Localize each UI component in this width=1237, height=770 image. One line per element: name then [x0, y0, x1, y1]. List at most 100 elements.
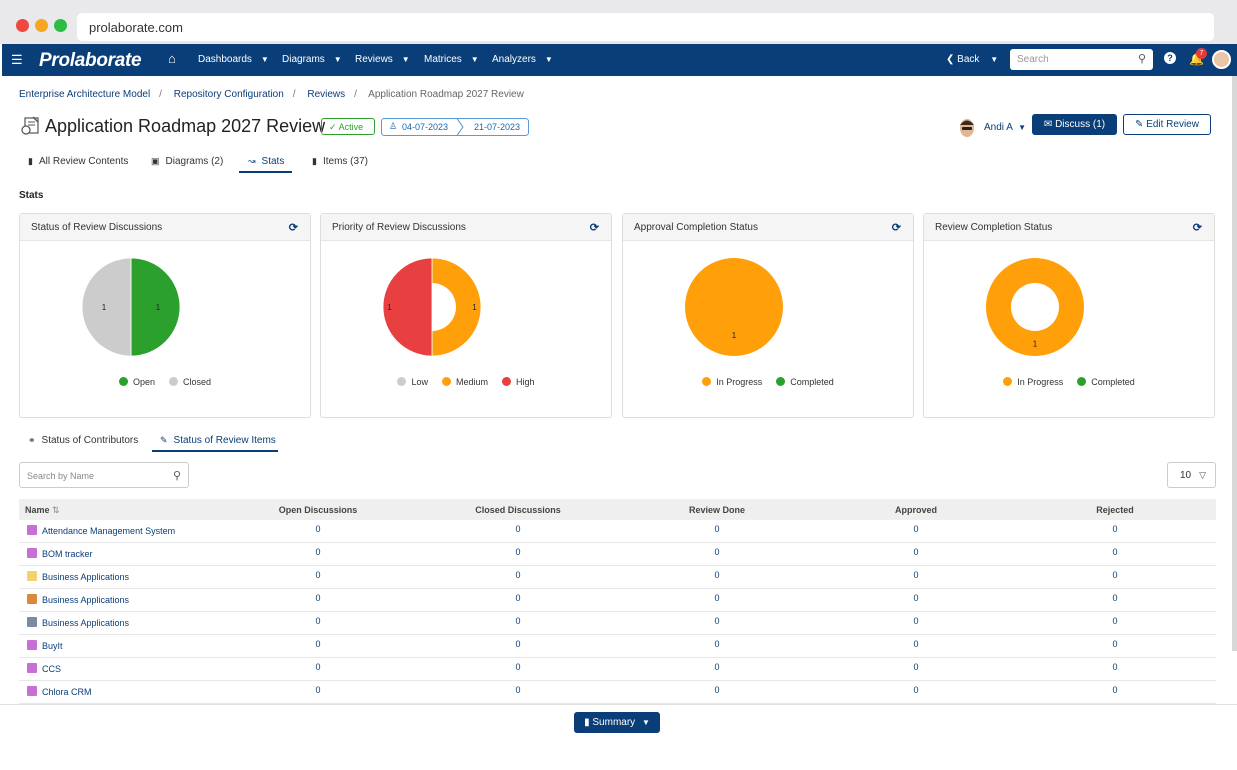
- address-bar[interactable]: prolaborate.com: [77, 13, 1214, 41]
- legend-label: Low: [411, 377, 428, 387]
- legend-item[interactable]: Completed: [776, 377, 834, 387]
- nav-menu-analyzers[interactable]: Analyzers ▼: [492, 54, 553, 65]
- breadcrumb-link[interactable]: Reviews: [307, 89, 346, 100]
- caret-down-icon: ▼: [333, 55, 342, 64]
- maximize-window-button[interactable]: [54, 19, 67, 32]
- global-search-input[interactable]: Search ⚲: [1010, 49, 1153, 70]
- folder-icon: [27, 571, 37, 581]
- stats-heading: Stats: [19, 190, 44, 201]
- user-avatar[interactable]: [1212, 50, 1231, 69]
- table-row[interactable]: Attendance Management System 0 0 0 0 0: [19, 520, 1216, 543]
- item-name-link[interactable]: Business Applications: [27, 594, 129, 605]
- table-body: Attendance Management System 0 0 0 0 0 BOM tra…: [19, 520, 1216, 704]
- page-title: Application Roadmap 2027 Review: [45, 116, 326, 136]
- table-cell-count: 0: [913, 524, 919, 534]
- pie-slice-high[interactable]: [382, 257, 433, 357]
- card-header: Status of Review Discussions ⟳: [20, 214, 310, 241]
- help-icon[interactable]: ?: [1164, 52, 1176, 64]
- refresh-icon[interactable]: ⟳: [1192, 222, 1202, 234]
- close-window-button[interactable]: [16, 19, 29, 32]
- legend-swatch: [776, 377, 786, 386]
- item-name-link[interactable]: CCS: [27, 663, 61, 674]
- breadcrumb-link[interactable]: Repository Configuration: [173, 89, 284, 100]
- subtab-status-of-contributors[interactable]: ⚭ Status of Contributors: [28, 435, 138, 446]
- table-row[interactable]: BOM tracker 0 0 0 0 0: [19, 543, 1216, 566]
- page-scrollbar[interactable]: [1232, 76, 1237, 651]
- table-row[interactable]: Chlora CRM 0 0 0 0 0: [19, 681, 1216, 704]
- legend-item[interactable]: Closed: [169, 377, 211, 387]
- column-header-name[interactable]: Name ⇅: [25, 505, 60, 516]
- tab-all-review-contents[interactable]: ▮ All Review Contents: [28, 156, 128, 167]
- table-cell-count: 0: [1112, 593, 1118, 603]
- page-size-select[interactable]: 10 ▽: [1167, 462, 1216, 488]
- summary-button[interactable]: ▮ Summary ▼: [574, 712, 660, 733]
- search-icon[interactable]: ⚲: [1137, 53, 1146, 65]
- component-icon: [27, 640, 37, 650]
- legend-item[interactable]: Low: [397, 377, 428, 387]
- hamburger-menu-icon[interactable]: ☰: [11, 52, 23, 67]
- card-header: Approval Completion Status ⟳: [623, 214, 913, 241]
- legend-item[interactable]: Medium: [441, 377, 488, 387]
- prolaborate-logo[interactable]: Prolaborate: [39, 50, 142, 71]
- item-name-link[interactable]: Chlora CRM: [27, 686, 92, 697]
- item-name-link[interactable]: Attendance Management System: [27, 525, 175, 536]
- subtab-status-of-review-items[interactable]: ✎ Status of Review Items: [160, 435, 276, 446]
- table-cell-count: 0: [515, 593, 521, 603]
- name-search-input[interactable]: Search by Name ⚲: [19, 462, 189, 488]
- table-cell-count: 0: [315, 593, 321, 603]
- refresh-icon[interactable]: ⟳: [288, 222, 298, 234]
- tab-stats[interactable]: ↝ Stats: [248, 156, 284, 167]
- reviewer-menu[interactable]: Andi A ▼: [984, 122, 1026, 133]
- tab-items[interactable]: ▮ Items (37): [312, 156, 368, 167]
- caret-down-icon: ▼: [260, 55, 269, 64]
- back-arrow-icon: ❮: [946, 54, 955, 65]
- image-icon: ▣: [151, 156, 160, 166]
- search-placeholder: Search: [1017, 54, 1049, 65]
- nav-menu-reviews[interactable]: Reviews ▼: [355, 54, 410, 65]
- legend-swatch: [702, 377, 712, 386]
- home-icon[interactable]: ⌂: [168, 51, 176, 66]
- active-tab-indicator: [239, 171, 292, 173]
- pie-slice-in-progress[interactable]: [685, 258, 783, 356]
- refresh-icon[interactable]: ⟳: [589, 222, 599, 234]
- pie-chart: 1: [685, 258, 783, 356]
- table-row[interactable]: Business Applications 0 0 0 0 0: [19, 566, 1216, 589]
- item-name-link[interactable]: Business Applications: [27, 617, 129, 628]
- tab-diagrams[interactable]: ▣ Diagrams (2): [151, 156, 223, 167]
- legend-item[interactable]: Open: [118, 377, 155, 387]
- search-icon[interactable]: ⚲: [172, 470, 181, 482]
- pie-slice-closed[interactable]: [81, 257, 132, 357]
- minimize-window-button[interactable]: [35, 19, 48, 32]
- pie-chart: 11: [81, 257, 181, 357]
- table-row[interactable]: Business Applications 0 0 0 0 0: [19, 589, 1216, 612]
- legend-item[interactable]: In Progress: [702, 377, 762, 387]
- edit-review-button[interactable]: ✎ Edit Review: [1123, 114, 1211, 135]
- item-name-link[interactable]: BOM tracker: [27, 548, 93, 559]
- chart-legend: In Progress Completed: [924, 377, 1214, 387]
- document-icon: ▮: [584, 717, 590, 728]
- legend-item[interactable]: High: [502, 377, 535, 387]
- table-row[interactable]: CCS 0 0 0 0 0: [19, 658, 1216, 681]
- item-name-link[interactable]: BuyIt: [27, 640, 63, 651]
- discuss-button[interactable]: ✉ Discuss (1): [1032, 114, 1117, 135]
- back-button[interactable]: ❮ Back ▼: [946, 54, 998, 65]
- nav-menu-dashboards[interactable]: Dashboards ▼: [198, 54, 269, 65]
- slice-value-label: 1: [1033, 340, 1038, 349]
- column-header: Open Discussions: [278, 505, 358, 515]
- table-cell-count: 0: [714, 639, 720, 649]
- breadcrumb-link[interactable]: Enterprise Architecture Model: [19, 89, 151, 100]
- slice-value-label: 1: [387, 303, 392, 312]
- legend-item[interactable]: In Progress: [1003, 377, 1063, 387]
- review-icon: [21, 116, 39, 135]
- nav-menu-matrices[interactable]: Matrices ▼: [424, 54, 479, 65]
- pie-slice-open[interactable]: [130, 257, 181, 357]
- refresh-icon[interactable]: ⟳: [891, 222, 901, 234]
- pie-slice-medium[interactable]: [431, 257, 482, 357]
- table-row[interactable]: Business Applications 0 0 0 0 0: [19, 612, 1216, 635]
- legend-item[interactable]: Completed: [1077, 377, 1135, 387]
- table-row[interactable]: BuyIt 0 0 0 0 0: [19, 635, 1216, 658]
- item-name-link[interactable]: Business Applications: [27, 571, 129, 582]
- sort-icon[interactable]: ⇅: [52, 505, 60, 515]
- item-name: BuyIt: [42, 641, 63, 651]
- nav-menu-diagrams[interactable]: Diagrams ▼: [282, 54, 342, 65]
